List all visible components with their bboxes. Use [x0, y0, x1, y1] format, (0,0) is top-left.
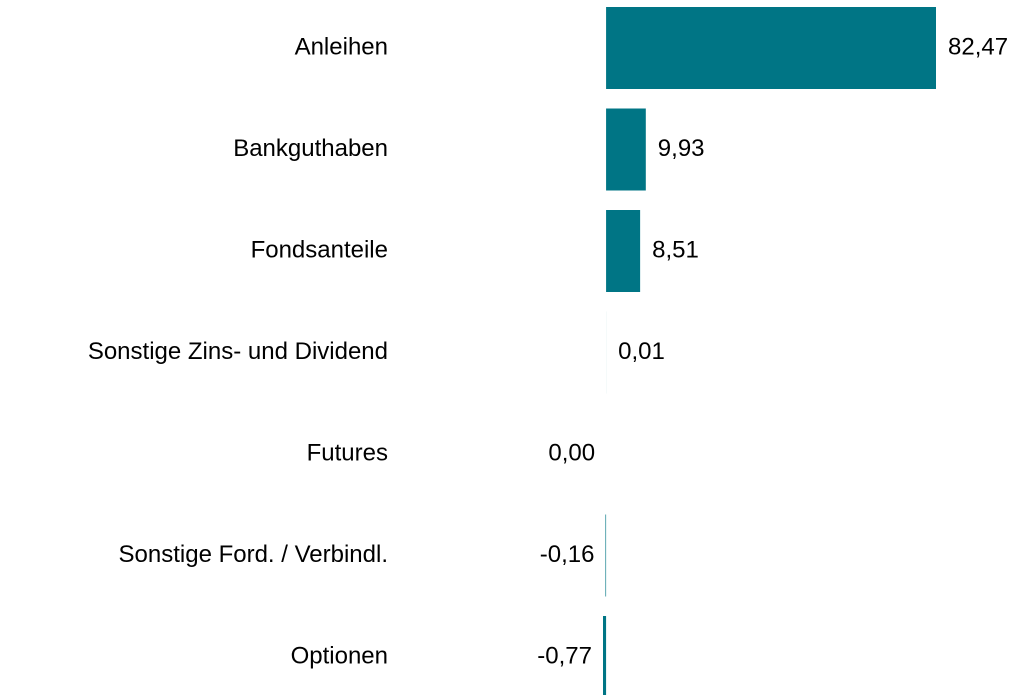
- value-label: 82,47: [948, 33, 1008, 60]
- value-label: 9,93: [658, 135, 705, 162]
- value-label: 0,01: [618, 338, 665, 365]
- value-label: -0,77: [537, 642, 592, 669]
- bar: [605, 515, 606, 597]
- value-label: -0,16: [540, 541, 595, 568]
- value-label: 0,00: [548, 439, 595, 466]
- category-label: Futures: [307, 439, 388, 466]
- category-label: Fondsanteile: [251, 236, 388, 263]
- category-label: Bankguthaben: [233, 135, 388, 162]
- category-label: Anleihen: [295, 33, 388, 60]
- category-label: Sonstige Zins- und Dividend: [88, 338, 388, 365]
- category-label: Optionen: [291, 642, 388, 669]
- bar: [606, 7, 936, 89]
- bar: [606, 109, 646, 191]
- value-label: 8,51: [652, 236, 699, 263]
- bar: [606, 210, 640, 292]
- category-label: Sonstige Ford. / Verbindl.: [119, 541, 388, 568]
- bar: [603, 616, 606, 695]
